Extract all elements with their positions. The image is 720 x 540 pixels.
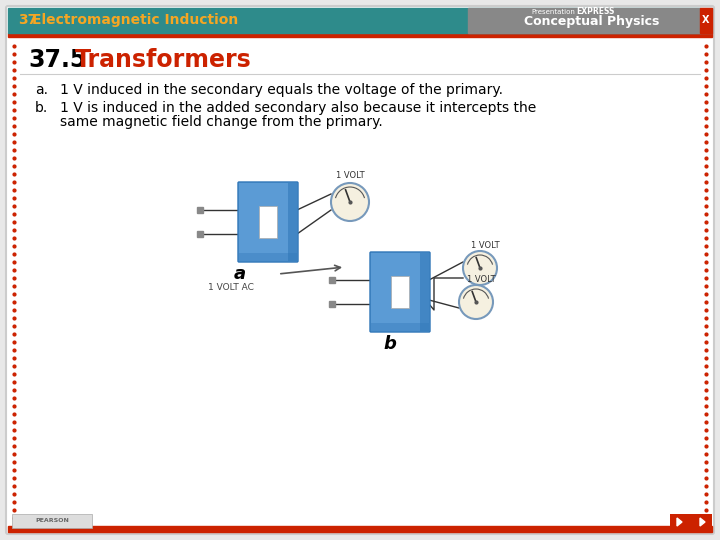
Bar [420,253,429,331]
Text: Transformers: Transformers [75,48,252,72]
Bar [391,275,409,308]
Text: b: b [384,335,397,353]
Bar [371,323,429,331]
Bar [8,33,712,37]
Bar [258,206,277,238]
Text: 37: 37 [18,13,37,27]
Bar [12,514,92,528]
Text: Electromagnetic Induction: Electromagnetic Induction [32,13,238,27]
Bar [670,514,712,530]
Text: 1 VOLT AC: 1 VOLT AC [208,282,254,292]
Text: 37.5: 37.5 [28,48,86,72]
Bar [700,8,712,33]
FancyBboxPatch shape [6,6,714,534]
Bar [468,8,712,33]
Polygon shape [700,518,705,526]
Text: 1 V is induced in the added secondary also because it intercepts the: 1 V is induced in the added secondary al… [60,101,536,115]
Text: 1 VOLT: 1 VOLT [336,171,364,180]
Text: a: a [234,265,246,283]
Text: Conceptual Physics: Conceptual Physics [524,16,660,29]
FancyBboxPatch shape [238,182,298,262]
Circle shape [459,285,493,319]
FancyBboxPatch shape [370,252,430,332]
Bar [8,526,712,532]
Text: EXPRESS: EXPRESS [576,8,614,17]
Text: X: X [702,15,710,25]
Text: same magnetic field change from the primary.: same magnetic field change from the prim… [60,115,383,129]
Text: 1 V induced in the secondary equals the voltage of the primary.: 1 V induced in the secondary equals the … [60,83,503,97]
Bar [239,253,297,261]
Polygon shape [677,518,682,526]
Circle shape [331,183,369,221]
Text: 1 VOLT: 1 VOLT [471,241,499,250]
Circle shape [463,251,497,285]
Text: Presentation: Presentation [531,9,575,15]
Text: 1 VOLT: 1 VOLT [467,275,495,284]
Text: b.: b. [35,101,48,115]
Bar [288,183,297,261]
Text: PEARSON: PEARSON [35,518,69,523]
Text: a.: a. [35,83,48,97]
Bar [8,8,700,33]
